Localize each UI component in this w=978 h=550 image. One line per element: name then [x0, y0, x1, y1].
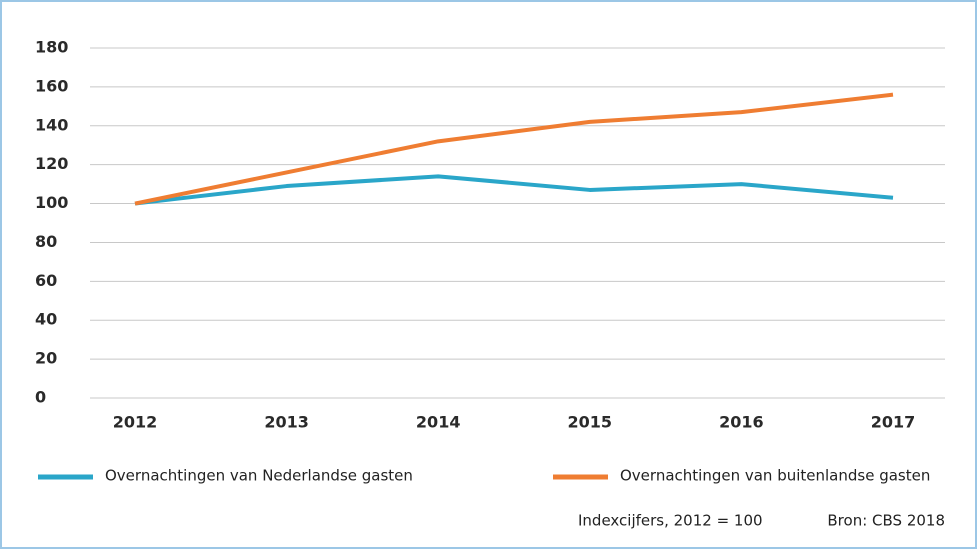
legend-label: Overnachtingen van Nederlandse gasten	[105, 467, 413, 485]
y-tick-label: 100	[35, 193, 68, 212]
note: Indexcijfers, 2012 = 100	[578, 512, 763, 530]
series-line	[134, 92, 894, 206]
x-tick-label: 2014	[416, 413, 461, 432]
source: Bron: CBS 2018	[827, 512, 945, 530]
y-tick-label: 140	[35, 115, 68, 134]
series-line	[134, 174, 894, 206]
y-tick-label: 180	[35, 38, 68, 57]
x-tick-label: 2017	[871, 413, 916, 432]
x-tick-label: 2016	[719, 413, 764, 432]
y-tick-label: 40	[35, 310, 57, 329]
y-tick-label: 20	[35, 349, 57, 368]
x-tick-label: 2012	[113, 413, 158, 432]
y-tick-label: 120	[35, 154, 68, 173]
x-tick-label: 2015	[568, 413, 613, 432]
y-tick-label: 0	[35, 388, 46, 407]
x-tick-label: 2013	[264, 413, 309, 432]
y-tick-label: 80	[35, 232, 57, 251]
y-tick-label: 160	[35, 76, 68, 95]
y-tick-label: 60	[35, 271, 57, 290]
legend-label: Overnachtingen van buitenlandse gasten	[620, 467, 930, 485]
